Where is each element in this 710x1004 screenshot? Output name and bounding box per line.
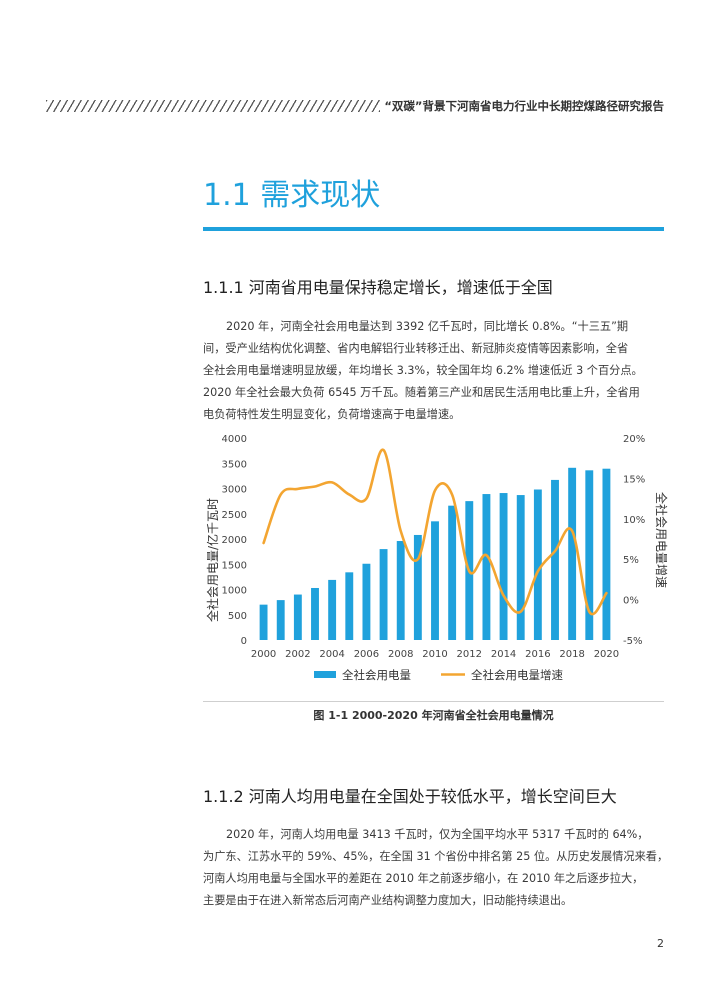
bar xyxy=(293,594,302,640)
page-number: 2 xyxy=(657,937,664,950)
paragraph-line: 2020 年全社会最大负荷 6545 万千瓦。随着第三产业和居民生活用电比重上升… xyxy=(203,386,640,399)
legend-label-line: 全社会用电量增速 xyxy=(471,668,563,682)
x-axis-ticks: 2000 2002 2004 2006 2008 2010 2012 2014 2016 2018… xyxy=(251,649,619,660)
bar xyxy=(259,604,268,640)
bar xyxy=(602,468,611,640)
bar xyxy=(516,495,525,640)
y-tick-label-left: 2500 xyxy=(222,510,247,521)
paragraph-line: 全社会用电量增速明显放缓，年均增长 3.3%，较全国年均 6.2% 增速低近 3… xyxy=(203,364,643,377)
section-title: 1.1 需求现状 xyxy=(203,178,381,213)
paragraph-line: 2020 年，河南人均用电量 3413 千瓦时，仅为全国平均水平 5317 千瓦… xyxy=(226,828,649,841)
figure-rule xyxy=(203,701,664,702)
legend-swatch-bar xyxy=(314,671,336,678)
bar xyxy=(311,587,319,640)
paragraph-line: 河南人均用电量与全国水平的差距在 2010 年之前逐步缩小，在 2010 年之后… xyxy=(203,872,644,885)
y-tick-label-right: 10% xyxy=(623,515,645,526)
bar xyxy=(499,493,508,640)
subheading-1-1-2: 1.1.2 河南人均用电量在全国处于较低水平，增长空间巨大 xyxy=(203,787,617,806)
section-rule xyxy=(203,227,664,231)
subheading-1-1-1: 1.1.1 河南省用电量保持稳定增长，增速低于全国 xyxy=(203,278,553,297)
bar xyxy=(276,600,285,640)
y-tick-label-left: 0 xyxy=(241,636,247,647)
electricity-consumption-chart: 0 500 1000 1500 2000 2500 3000 3500 4000 -5% 0% 5%… xyxy=(205,434,669,682)
paragraph-1: 2020 年，河南全社会用电量达到 3392 亿千瓦时，同比增长 0.8%。“十… xyxy=(203,316,664,426)
bar xyxy=(533,489,542,640)
y-tick-label-right: 5% xyxy=(623,555,639,566)
y-tick-label-left: 3000 xyxy=(222,485,247,496)
chart-legend: 全社会用电量 全社会用电量增速 xyxy=(314,668,563,682)
paragraph-line: 2020 年，河南全社会用电量达到 3392 亿千瓦时，同比增长 0.8%。“十… xyxy=(226,320,629,333)
bar xyxy=(396,541,405,640)
paragraph-2: 2020 年，河南人均用电量 3413 千瓦时，仅为全国平均水平 5317 千瓦… xyxy=(203,824,669,912)
header-title: “双碳”背景下河南省电力行业中长期控煤路径研究报告 xyxy=(384,99,664,113)
x-tick-label: 2016 xyxy=(525,649,550,660)
y-tick-label-right: 0% xyxy=(623,596,639,607)
legend-label-bar: 全社会用电量 xyxy=(342,668,411,682)
y-tick-label-right: 20% xyxy=(623,434,645,445)
bar xyxy=(413,534,422,640)
figure-caption: 图 1-1 2000-2020 年河南省全社会用电量情况 xyxy=(313,709,554,722)
bar xyxy=(551,479,559,640)
bar xyxy=(328,579,337,640)
paragraph-line: 为广东、江苏水平的 59%、45%，在全国 31 个省份中排名第 25 位。从历… xyxy=(203,850,669,863)
y-axis-label-left: 全社会用电量/亿千瓦时 xyxy=(205,498,220,622)
x-tick-label: 2008 xyxy=(388,649,413,660)
paragraph-line: 间，受产业结构优化调整、省内电解铝行业转移迁出、新冠肺炎疫情等因素影响，全省 xyxy=(203,342,629,355)
x-tick-label: 2018 xyxy=(559,649,584,660)
x-tick-label: 2010 xyxy=(422,649,447,660)
x-tick-label: 2000 xyxy=(251,649,276,660)
bar xyxy=(362,563,371,640)
paragraph-line: 主要是由于在进入新常态后河南产业结构调整力度加大，旧动能持续退出。 xyxy=(203,894,573,907)
line-series xyxy=(262,448,608,616)
bar xyxy=(585,470,594,640)
x-tick-label: 2004 xyxy=(319,649,344,660)
bar xyxy=(568,467,577,640)
x-tick-label: 2014 xyxy=(491,649,516,660)
y-tick-label-right: 15% xyxy=(623,474,645,485)
header-hatch-decoration xyxy=(46,100,380,112)
bar-series xyxy=(259,467,611,640)
y-tick-label-left: 2000 xyxy=(222,535,247,546)
y-tick-label-left: 1500 xyxy=(222,560,247,571)
growth-rate-line xyxy=(262,448,608,616)
x-tick-label: 2006 xyxy=(354,649,379,660)
right-axis-ticks: -5% 0% 5% 10% 15% 20% xyxy=(623,434,645,647)
bar xyxy=(482,494,491,640)
y-tick-label-right: -5% xyxy=(623,636,642,647)
bar xyxy=(448,505,457,640)
x-tick-label: 2012 xyxy=(457,649,482,660)
bar xyxy=(345,572,354,640)
x-tick-label: 2002 xyxy=(285,649,310,660)
y-axis-label-right: 全社会用电量增速 xyxy=(654,492,669,588)
y-tick-label-left: 500 xyxy=(228,611,247,622)
bar xyxy=(431,521,439,640)
paragraph-line: 电负荷特性发生明显变化，负荷增速高于电量增速。 xyxy=(203,408,461,421)
left-axis-ticks: 0 500 1000 1500 2000 2500 3000 3500 4000 xyxy=(222,434,247,647)
y-tick-label-left: 3500 xyxy=(222,459,247,470)
y-tick-label-left: 1000 xyxy=(222,586,247,597)
y-tick-label-left: 4000 xyxy=(222,434,247,445)
x-tick-label: 2020 xyxy=(594,649,619,660)
bar xyxy=(379,549,388,640)
